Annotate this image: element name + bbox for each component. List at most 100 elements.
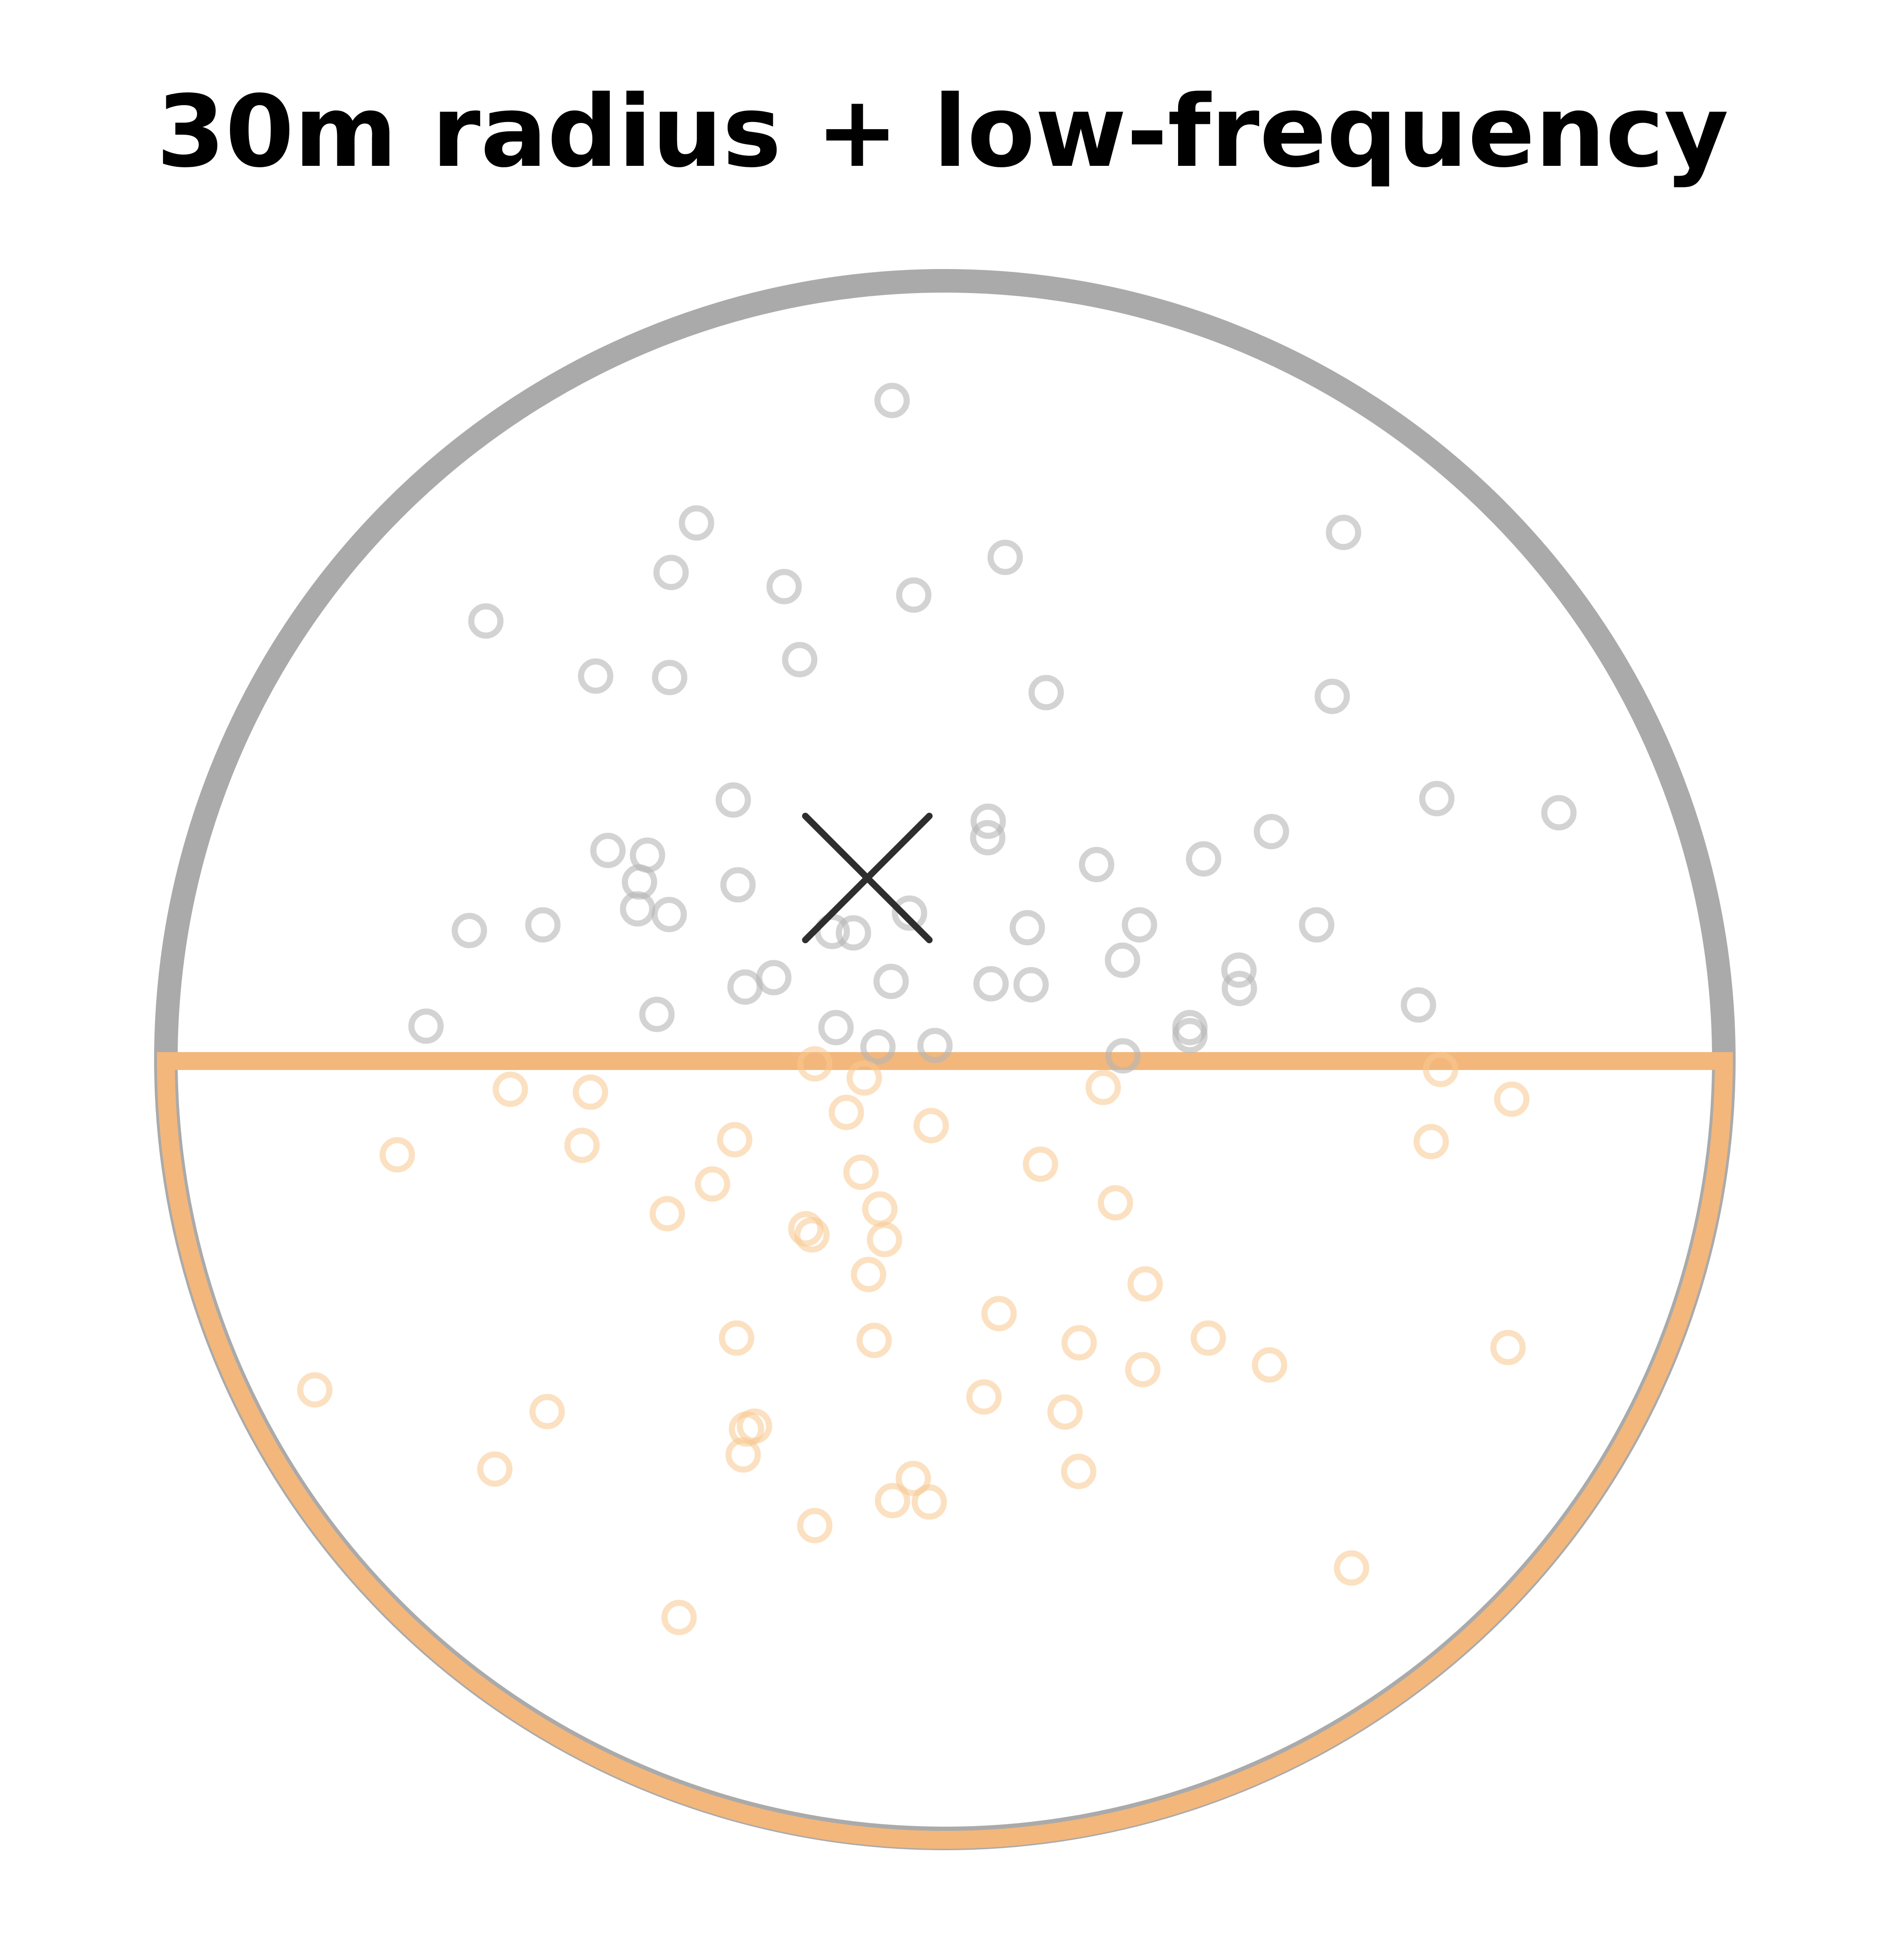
sample-point bbox=[766, 569, 802, 604]
sample-point bbox=[1314, 678, 1350, 714]
sample-point bbox=[1061, 1454, 1097, 1489]
sample-point bbox=[1299, 907, 1335, 943]
sample-point bbox=[1221, 971, 1257, 1006]
lower-points-group bbox=[297, 1046, 1530, 1635]
sample-point bbox=[970, 820, 1006, 856]
sample-point bbox=[981, 1296, 1017, 1331]
sample-point bbox=[720, 867, 756, 903]
sample-point bbox=[1047, 1394, 1083, 1430]
sample-point bbox=[794, 1217, 830, 1253]
sample-point bbox=[715, 782, 751, 818]
sample-point bbox=[529, 1394, 565, 1429]
sample-point bbox=[1252, 1347, 1287, 1383]
sample-point bbox=[797, 1508, 833, 1544]
upper-points-group bbox=[408, 383, 1577, 1074]
sample-point bbox=[1401, 987, 1436, 1023]
sample-point bbox=[1127, 1266, 1163, 1302]
sample-point bbox=[828, 1094, 864, 1130]
lower-half-region bbox=[156, 1052, 1733, 1849]
sample-point bbox=[856, 1323, 892, 1358]
sample-point bbox=[652, 660, 688, 695]
sample-point bbox=[966, 1379, 1002, 1415]
sample-point bbox=[1009, 910, 1045, 946]
diagram-title: 30m radius + low-frequency bbox=[156, 74, 1729, 189]
sample-point bbox=[468, 603, 504, 639]
sample-point bbox=[727, 969, 763, 1005]
sample-point bbox=[297, 1372, 333, 1408]
sample-point bbox=[578, 658, 614, 694]
sample-point bbox=[590, 833, 626, 868]
sample-point bbox=[649, 1196, 685, 1232]
sample-point bbox=[846, 1060, 882, 1096]
sample-point bbox=[1419, 781, 1455, 817]
sample-point bbox=[895, 1461, 931, 1496]
sample-point bbox=[1028, 675, 1064, 710]
sample-point bbox=[695, 1166, 730, 1202]
sample-point bbox=[1061, 1325, 1097, 1361]
sample-point bbox=[1423, 1052, 1459, 1087]
x-mark-stroke-b bbox=[802, 813, 933, 943]
sample-point bbox=[875, 1483, 910, 1519]
sample-point bbox=[477, 1451, 513, 1487]
sample-point bbox=[725, 1437, 761, 1473]
sample-point bbox=[1079, 847, 1115, 882]
sample-point bbox=[896, 577, 932, 613]
sample-point bbox=[717, 1122, 753, 1158]
sample-point bbox=[1172, 1018, 1208, 1054]
x-mark-icon bbox=[802, 813, 933, 943]
sample-point bbox=[1122, 907, 1157, 943]
sample-point bbox=[818, 1010, 854, 1045]
sample-point bbox=[379, 1137, 415, 1173]
sample-point bbox=[782, 642, 818, 678]
sample-point bbox=[492, 1071, 528, 1107]
sample-point bbox=[1013, 967, 1049, 1003]
sample-point bbox=[843, 1154, 879, 1190]
sample-point bbox=[860, 1029, 896, 1065]
sample-point bbox=[1105, 942, 1140, 978]
sample-point bbox=[1326, 514, 1361, 550]
sample-point bbox=[1085, 1070, 1121, 1105]
sample-point bbox=[1098, 1185, 1133, 1221]
sample-point bbox=[836, 915, 871, 951]
sample-point bbox=[851, 1257, 886, 1292]
sample-point bbox=[661, 1600, 697, 1635]
sample-point bbox=[573, 1074, 608, 1110]
sample-point bbox=[1413, 1124, 1449, 1160]
sample-point bbox=[917, 1028, 953, 1063]
sample-point bbox=[451, 913, 487, 948]
sample-point bbox=[719, 1320, 754, 1356]
sample-point bbox=[788, 1211, 824, 1247]
sample-point bbox=[970, 803, 1006, 839]
sample-point bbox=[651, 897, 687, 932]
sample-point bbox=[1125, 1352, 1161, 1388]
sample-point bbox=[679, 505, 714, 541]
sample-point bbox=[653, 555, 689, 590]
sample-point bbox=[1541, 795, 1577, 831]
sample-point bbox=[973, 966, 1009, 1002]
sample-point bbox=[911, 1484, 947, 1520]
sample-point bbox=[1254, 814, 1289, 849]
sample-point bbox=[1190, 1320, 1226, 1356]
sample-point bbox=[1186, 841, 1221, 877]
sample-point bbox=[867, 1222, 902, 1258]
sample-point bbox=[408, 1008, 444, 1044]
sample-point bbox=[1023, 1146, 1058, 1182]
sample-point bbox=[525, 907, 561, 943]
sample-point bbox=[756, 960, 792, 996]
sample-point bbox=[564, 1127, 600, 1163]
sample-point bbox=[1334, 1550, 1369, 1586]
sample-point bbox=[639, 996, 675, 1032]
sample-point bbox=[620, 891, 656, 927]
sample-point bbox=[862, 1191, 898, 1227]
sample-point bbox=[1221, 952, 1257, 988]
sample-point bbox=[1490, 1330, 1526, 1365]
sample-point bbox=[873, 964, 909, 999]
sample-point bbox=[1494, 1081, 1530, 1117]
sample-point bbox=[1105, 1038, 1141, 1074]
sample-point bbox=[987, 539, 1023, 575]
sample-point bbox=[797, 1046, 833, 1082]
sample-point bbox=[874, 383, 910, 418]
sample-point bbox=[913, 1108, 949, 1143]
sample-point bbox=[892, 895, 927, 931]
